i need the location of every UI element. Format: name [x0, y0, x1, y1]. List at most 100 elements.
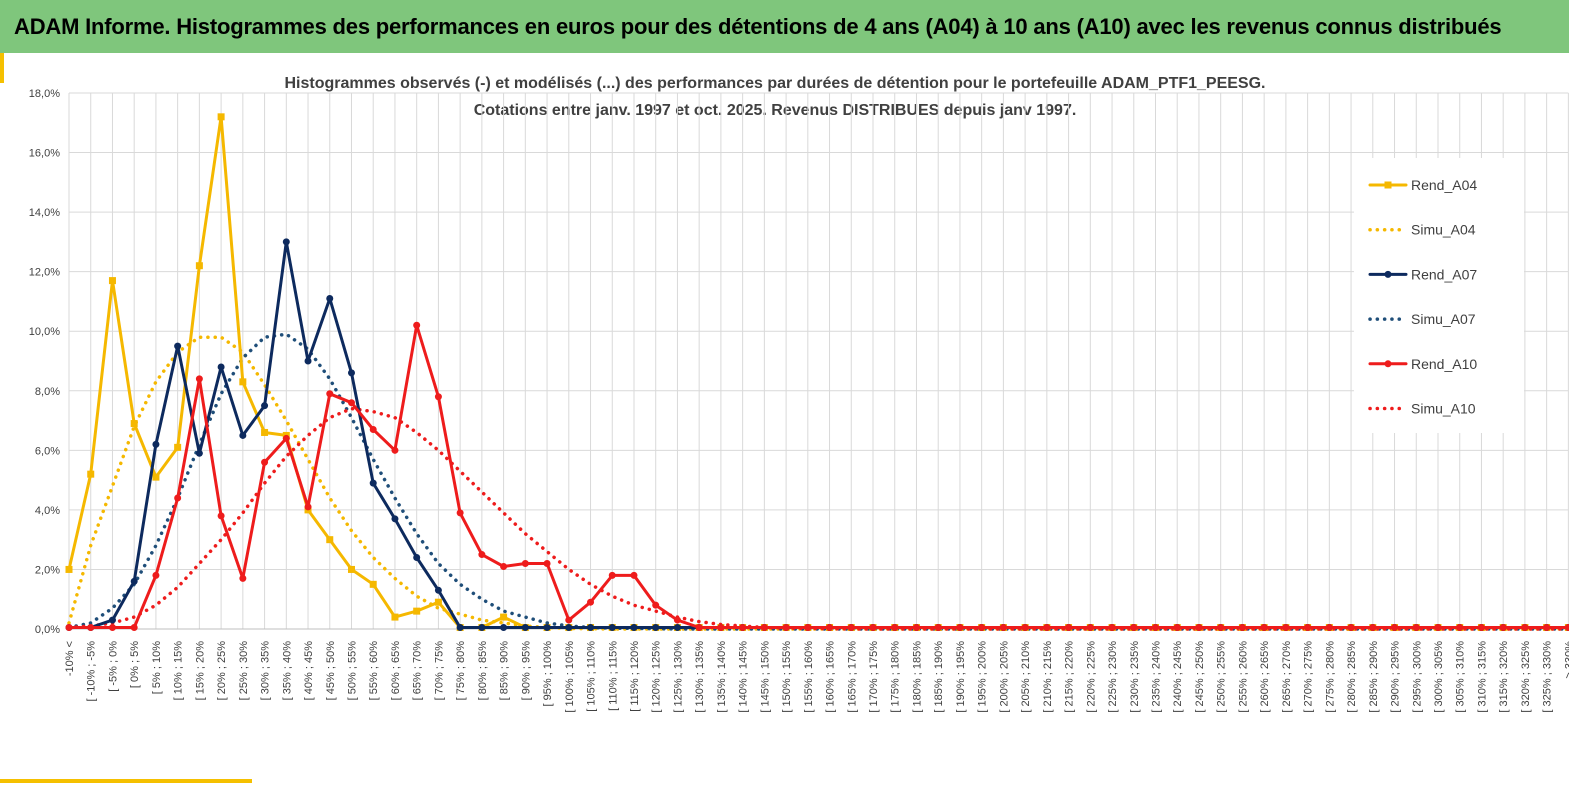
- x-tick-label: [ 295% ; 300%: [1411, 641, 1423, 713]
- x-tick-label: [ 100% ; 105%: [564, 641, 576, 713]
- data-point: [130, 624, 138, 632]
- data-point: [326, 536, 334, 544]
- x-tick-label: [ 265% ; 270%: [1281, 641, 1293, 713]
- data-point: [717, 624, 725, 632]
- data-point: [217, 113, 225, 121]
- data-point: [87, 470, 95, 478]
- x-tick-label: [ 120% ; 125%: [651, 641, 663, 713]
- x-tick-label: [ 135% ; 140%: [716, 641, 728, 713]
- x-tick-label: [ 15% ; 20%: [194, 641, 206, 701]
- data-point: [152, 571, 160, 579]
- x-tick-label: [ 105% ; 110%: [586, 641, 598, 712]
- data-point: [195, 449, 203, 457]
- x-tick-label: [ 205% ; 210%: [1020, 641, 1032, 713]
- data-point: [1391, 624, 1399, 632]
- data-point: [1477, 624, 1485, 632]
- x-tick-label: [ 195% ; 200%: [977, 641, 989, 713]
- data-point: [500, 624, 508, 632]
- x-tick-label: [ 30% ; 35%: [260, 641, 272, 701]
- data-point: [652, 624, 660, 632]
- x-tick-label: [ 60% ; 65%: [390, 641, 402, 701]
- x-tick-label: [ 255% ; 260%: [1237, 641, 1249, 713]
- data-point: [261, 402, 269, 410]
- data-point: [282, 238, 290, 246]
- data-point: [587, 598, 595, 606]
- y-tick-label: 0,0%: [35, 624, 60, 636]
- data-point: [304, 503, 312, 511]
- x-tick-label: [ -5% ; 0%: [107, 641, 119, 692]
- data-point: [108, 624, 116, 632]
- chart-title-line-1: Histogrammes observés (-) et modélisés (…: [285, 75, 1266, 92]
- data-point: [434, 598, 442, 606]
- data-point: [1282, 624, 1290, 632]
- series-line-Simu_A10: [67, 406, 1569, 631]
- data-point: [478, 551, 486, 559]
- data-point: [1217, 624, 1225, 632]
- data-point: [978, 624, 986, 632]
- data-point: [239, 431, 247, 439]
- x-tick-label: [ 95% ; 100%: [542, 641, 554, 707]
- series-line-Rend_A04: [67, 115, 1569, 629]
- x-tick-label: [ -10% ; -5%: [86, 641, 98, 702]
- data-point: [326, 390, 334, 398]
- data-point: [956, 624, 964, 632]
- legend-marker: [1384, 181, 1392, 189]
- data-point: [369, 479, 377, 487]
- data-point: [1347, 624, 1355, 632]
- data-point: [1173, 624, 1181, 632]
- x-tick-label: [ 75% ; 80%: [455, 641, 467, 701]
- data-point: [282, 434, 290, 442]
- y-tick-label: 2,0%: [35, 564, 60, 576]
- x-tick-label: [ 55% ; 60%: [368, 641, 380, 701]
- x-tick-label: [ 10% ; 15%: [173, 641, 185, 701]
- x-tick-label: [ 170% ; 175%: [868, 641, 880, 713]
- data-point: [456, 509, 464, 517]
- data-point: [630, 624, 638, 632]
- data-point: [630, 571, 638, 579]
- x-tick-label: [ 260% ; 265%: [1259, 641, 1271, 713]
- x-tick-label: [ 270% ; 275%: [1303, 641, 1315, 713]
- series-Rend_A10: [65, 321, 1569, 632]
- x-tick-label: [ 225% ; 230%: [1107, 641, 1119, 713]
- x-tick-label: [ 115% ; 120%: [629, 641, 641, 712]
- data-point: [195, 375, 203, 383]
- x-tick-label: [ 5% ; 10%: [151, 641, 163, 694]
- data-point: [261, 458, 269, 466]
- x-tick-label: [ 65% ; 70%: [412, 641, 424, 701]
- x-tick-label: [ 190% ; 195%: [955, 641, 967, 713]
- data-point: [912, 624, 920, 632]
- data-point: [869, 624, 877, 632]
- data-point: [65, 565, 73, 573]
- data-point: [1260, 624, 1268, 632]
- gridlines: [68, 92, 1569, 630]
- x-tick-label: -10% <: [64, 641, 76, 676]
- data-point: [174, 443, 182, 451]
- x-tick-label: [ 240% ; 245%: [1172, 641, 1184, 713]
- data-point: [673, 624, 681, 632]
- series-lines: [65, 113, 1569, 632]
- series-line-Simu_A04: [67, 335, 1569, 631]
- x-tick-label: [ 185% ; 190%: [933, 641, 945, 713]
- data-point: [391, 446, 399, 454]
- data-point: [434, 393, 442, 401]
- x-tick-label: [ 320% ; 325%: [1520, 641, 1532, 713]
- x-tick-label: [ 310% ; 315%: [1476, 641, 1488, 713]
- data-point: [500, 562, 508, 570]
- data-point: [391, 613, 399, 621]
- x-tick-label: > 330%: [1563, 641, 1569, 679]
- data-point: [1521, 624, 1529, 632]
- report-title: ADAM Informe. Histogrammes des performan…: [14, 13, 1502, 39]
- data-point: [760, 624, 768, 632]
- data-point: [782, 624, 790, 632]
- data-point: [565, 616, 573, 624]
- histogram-chart: Histogrammes observés (-) et modélisés (…: [29, 75, 1569, 713]
- data-point: [1412, 624, 1420, 632]
- data-point: [739, 624, 747, 632]
- x-tick-label: [ 175% ; 180%: [890, 641, 902, 713]
- x-tick-label: [ 230% ; 235%: [1129, 641, 1141, 713]
- x-tick-label: [ 25% ; 30%: [238, 641, 250, 701]
- data-point: [804, 624, 812, 632]
- x-tick-label: [ 155% ; 160%: [803, 641, 815, 713]
- data-point: [217, 512, 225, 520]
- legend-label: Rend_A07: [1411, 266, 1477, 282]
